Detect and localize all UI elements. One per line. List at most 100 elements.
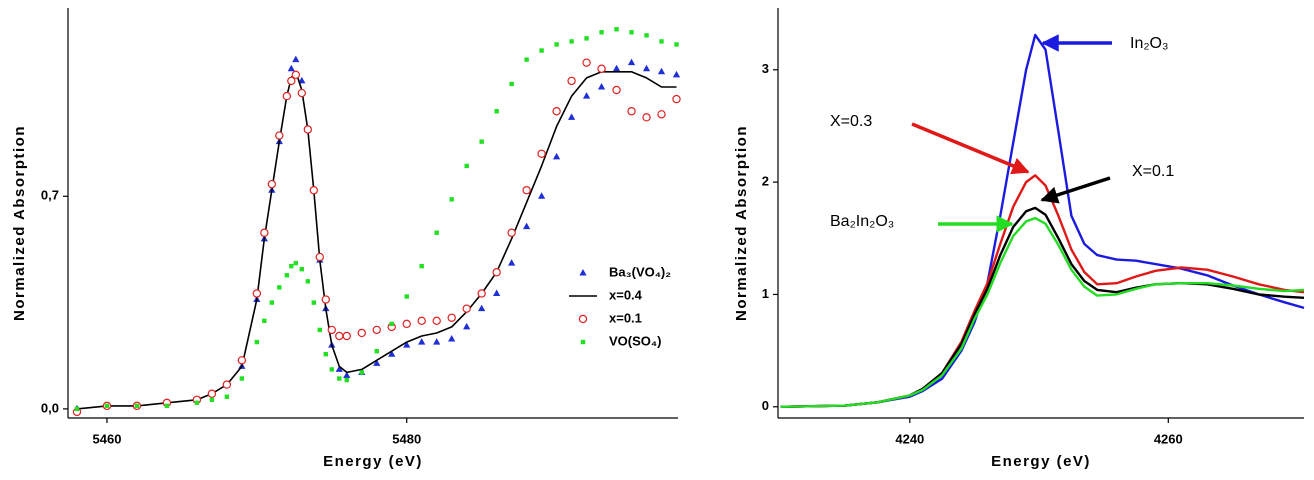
marker — [303, 125, 313, 134]
marker — [291, 70, 301, 80]
marker — [614, 27, 619, 32]
legend-label: Ba₃(VO₄)₂ — [609, 264, 671, 279]
marker — [315, 252, 324, 262]
marker — [597, 64, 606, 73]
marker — [388, 350, 396, 357]
marker — [209, 397, 215, 402]
marker — [508, 259, 516, 266]
y-tick-label: 1 — [762, 286, 769, 301]
marker — [657, 110, 666, 119]
series-line — [76, 71, 677, 410]
marker — [642, 64, 651, 72]
marker — [507, 228, 516, 237]
marker — [372, 325, 381, 335]
marker — [537, 149, 546, 158]
marker — [418, 338, 426, 345]
marker — [674, 42, 679, 47]
marker — [582, 58, 591, 67]
marker — [282, 91, 292, 101]
series-annotation: Ba₂In₂O₃ — [830, 213, 894, 230]
marker — [337, 376, 342, 381]
marker — [299, 266, 305, 272]
marker — [552, 152, 561, 160]
marker — [522, 186, 531, 195]
marker — [569, 39, 574, 44]
marker — [335, 331, 344, 341]
series-annotation: In₂O₃ — [1130, 35, 1169, 52]
y-tick-label: 2 — [762, 174, 769, 189]
marker — [311, 300, 316, 305]
legend-label: x=0.4 — [609, 287, 643, 302]
marker — [417, 316, 426, 326]
marker — [659, 39, 664, 44]
marker — [404, 294, 409, 299]
series-line — [780, 216, 1305, 408]
marker — [74, 406, 80, 412]
marker — [292, 55, 300, 63]
marker — [239, 376, 245, 381]
marker — [269, 300, 275, 305]
marker — [267, 179, 277, 189]
marker — [335, 365, 343, 372]
x-tick-label: 5460 — [93, 431, 122, 446]
marker — [327, 325, 336, 335]
marker — [344, 377, 349, 383]
marker — [317, 327, 322, 333]
marker — [462, 304, 471, 313]
marker — [321, 295, 330, 304]
marker — [493, 289, 501, 296]
marker — [448, 335, 456, 342]
marker — [657, 67, 666, 75]
y-tick-label: 0,7 — [41, 188, 59, 203]
y-tick-label: 0 — [762, 398, 769, 413]
marker — [104, 403, 110, 409]
series-line — [780, 174, 1305, 408]
legend-marker — [580, 339, 586, 345]
marker — [287, 64, 295, 72]
marker — [237, 356, 247, 365]
marker — [289, 263, 294, 269]
marker — [492, 268, 501, 277]
x-axis-title: Energy (eV) — [991, 453, 1091, 470]
marker — [433, 338, 441, 345]
marker — [275, 131, 284, 140]
marker — [262, 318, 267, 324]
marker — [134, 403, 140, 409]
marker — [494, 109, 499, 114]
marker — [342, 331, 351, 341]
annotation-arrow — [1040, 176, 1111, 204]
marker — [222, 380, 232, 389]
marker — [539, 48, 544, 53]
marker — [432, 316, 441, 326]
marker — [672, 70, 681, 78]
marker — [293, 260, 299, 266]
marker — [357, 328, 366, 338]
marker — [479, 139, 484, 144]
marker — [343, 371, 351, 378]
legend-label: VO(SO₄) — [609, 333, 661, 348]
marker — [260, 228, 269, 237]
series-annotation: X=0.1 — [1132, 163, 1174, 180]
marker — [524, 57, 529, 62]
series-annotation: X=0.3 — [830, 113, 872, 130]
marker — [297, 88, 307, 98]
marker — [309, 186, 318, 195]
marker — [323, 352, 328, 357]
marker — [672, 94, 681, 104]
marker — [403, 341, 411, 348]
marker — [627, 58, 636, 66]
x-tick-label: 4240 — [895, 431, 924, 446]
annotation-arrow — [911, 122, 1030, 175]
marker — [464, 163, 469, 169]
marker — [627, 107, 636, 116]
marker — [373, 359, 381, 366]
marker — [478, 304, 486, 312]
marker — [449, 197, 454, 202]
marker — [538, 192, 546, 199]
marker — [584, 36, 589, 41]
marker — [434, 230, 439, 235]
marker — [389, 321, 394, 327]
marker — [329, 367, 334, 372]
y-tick-label: 3 — [762, 61, 769, 76]
